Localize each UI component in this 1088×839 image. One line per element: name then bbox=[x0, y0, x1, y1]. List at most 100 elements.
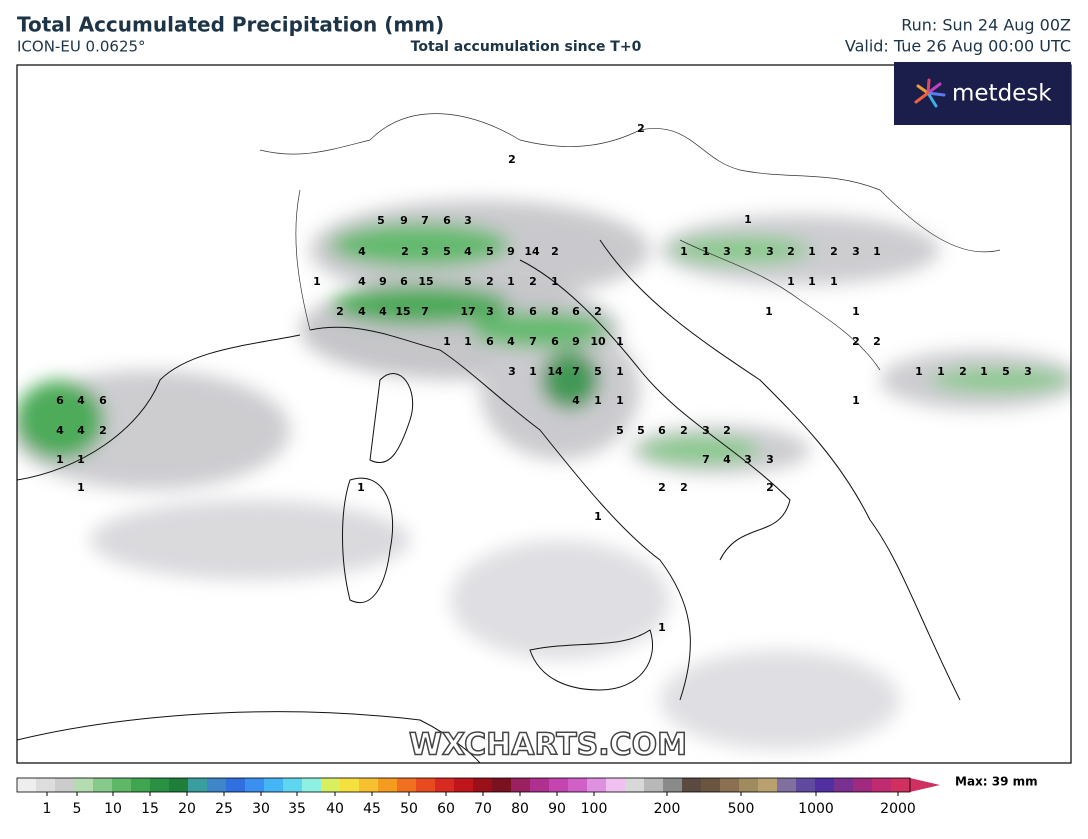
map-value-label: 1 bbox=[56, 453, 64, 466]
map-value-label: 4 bbox=[358, 305, 366, 318]
colorbar-segment bbox=[264, 778, 284, 792]
map-value-label: 4 bbox=[572, 394, 580, 407]
map-value-label: 4 bbox=[358, 245, 366, 258]
map-value-label: 1 bbox=[551, 275, 559, 288]
map-value-label: 1 bbox=[873, 245, 881, 258]
map-value-label: 3 bbox=[508, 365, 516, 378]
map-value-label: 1 bbox=[313, 275, 321, 288]
map-value-label: 9 bbox=[572, 335, 580, 348]
colorbar-tick-label: 1000 bbox=[798, 801, 834, 817]
map-value-label: 9 bbox=[379, 275, 387, 288]
map-value-label: 2 bbox=[852, 335, 860, 348]
colorbar-segment bbox=[74, 778, 94, 792]
map-value-label: 4 bbox=[77, 394, 85, 407]
colorbar-segment bbox=[283, 778, 303, 792]
colorbar-segment bbox=[131, 778, 151, 792]
colorbar-segment bbox=[682, 778, 702, 792]
colorbar-segment bbox=[55, 778, 75, 792]
map-value-label: 2 bbox=[680, 481, 688, 494]
map-value-label: 2 bbox=[658, 481, 666, 494]
colorbar-tick-label: 35 bbox=[288, 801, 306, 817]
map-value-label: 7 bbox=[529, 335, 537, 348]
title: Total Accumulated Precipitation (mm) bbox=[17, 13, 444, 37]
map-value-label: 2 bbox=[873, 335, 881, 348]
map-value-label: 4 bbox=[507, 335, 515, 348]
map-value-label: 1 bbox=[464, 335, 472, 348]
map-value-label: 1 bbox=[765, 305, 773, 318]
colorbar-segment bbox=[226, 778, 246, 792]
map-value-label: 1 bbox=[594, 510, 602, 523]
map-value-label: 2 bbox=[529, 275, 537, 288]
map-value-label: 2 bbox=[594, 305, 602, 318]
colorbar-segment bbox=[416, 778, 436, 792]
logo-text: metdesk bbox=[952, 81, 1052, 107]
map-value-label: 2 bbox=[766, 481, 774, 494]
colorbar-segment bbox=[150, 778, 170, 792]
colorbar-segment bbox=[435, 778, 455, 792]
map-value-label: 7 bbox=[421, 214, 429, 227]
colorbar-segment bbox=[188, 778, 208, 792]
logo-box bbox=[894, 62, 1071, 125]
map-value-label: 8 bbox=[551, 305, 559, 318]
colorbar-tick-label: 30 bbox=[252, 801, 270, 817]
map-value-label: 5 bbox=[486, 245, 494, 258]
colorbar-segment bbox=[378, 778, 398, 792]
map-value-label: 3 bbox=[702, 424, 710, 437]
colorbar-segment bbox=[112, 778, 132, 792]
map-value-label: 1 bbox=[77, 453, 85, 466]
colorbar-segment bbox=[549, 778, 569, 792]
precip-field bbox=[17, 200, 1071, 750]
map-value-label: 1 bbox=[658, 621, 666, 634]
map-value-label: 9 bbox=[400, 214, 408, 227]
map-value-label: 2 bbox=[508, 153, 516, 166]
colorbar-tick-label: 20 bbox=[178, 801, 196, 817]
map-value-label: 5 bbox=[443, 245, 451, 258]
map-value-label: 14 bbox=[524, 245, 540, 258]
colorbar-tick-label: 5 bbox=[73, 801, 82, 817]
colorbar-segment bbox=[169, 778, 189, 792]
map-value-label: 1 bbox=[808, 245, 816, 258]
map-value-label: 6 bbox=[551, 335, 559, 348]
colorbar-tick-label: 500 bbox=[728, 801, 755, 817]
map-value-label: 2 bbox=[99, 424, 107, 437]
map-value-label: 7 bbox=[702, 453, 710, 466]
model: ICON-EU 0.0625° bbox=[17, 38, 146, 56]
map-value-label: 6 bbox=[400, 275, 408, 288]
map-value-label: 9 bbox=[507, 245, 515, 258]
colorbar-tick-label: 80 bbox=[511, 801, 529, 817]
map-value-label: 14 bbox=[547, 365, 563, 378]
map-value-label: 1 bbox=[980, 365, 988, 378]
map-value-label: 1 bbox=[529, 365, 537, 378]
map-value-label: 1 bbox=[744, 213, 752, 226]
map-value-label: 1 bbox=[507, 275, 515, 288]
colorbar-arrow bbox=[910, 778, 940, 792]
subtitle: Total accumulation since T+0 bbox=[411, 39, 642, 55]
colorbar-tick-label: 40 bbox=[326, 801, 344, 817]
colorbar-segment bbox=[397, 778, 417, 792]
colorbar-tick-label: 2000 bbox=[880, 801, 916, 817]
watermark: WXCHARTS.COM bbox=[409, 728, 687, 763]
map-value-label: 4 bbox=[56, 424, 64, 437]
map-value-label: 5 bbox=[637, 424, 645, 437]
map-value-label: 1 bbox=[680, 245, 688, 258]
colorbar-segment bbox=[359, 778, 379, 792]
colorbar-segment bbox=[587, 778, 607, 792]
colorbar-tick-label: 10 bbox=[104, 801, 122, 817]
colorbar-segment bbox=[454, 778, 474, 792]
map-value-label: 2 bbox=[401, 245, 409, 258]
colorbar-segment bbox=[93, 778, 113, 792]
map-value-label: 7 bbox=[421, 305, 429, 318]
map-value-label: 1 bbox=[702, 245, 710, 258]
map-value-label: 2 bbox=[637, 122, 645, 135]
colorbar-segment bbox=[739, 778, 759, 792]
colorbar-segment bbox=[36, 778, 56, 792]
map-value-label: 3 bbox=[744, 245, 752, 258]
map-value-label: 1 bbox=[830, 275, 838, 288]
coastlines bbox=[17, 239, 961, 763]
map-value-label: 1 bbox=[443, 335, 451, 348]
colorbar-segment bbox=[872, 778, 892, 792]
map-value-label: 8 bbox=[507, 305, 515, 318]
map-value-label: 15 bbox=[418, 275, 433, 288]
map-value-label: 3 bbox=[852, 245, 860, 258]
